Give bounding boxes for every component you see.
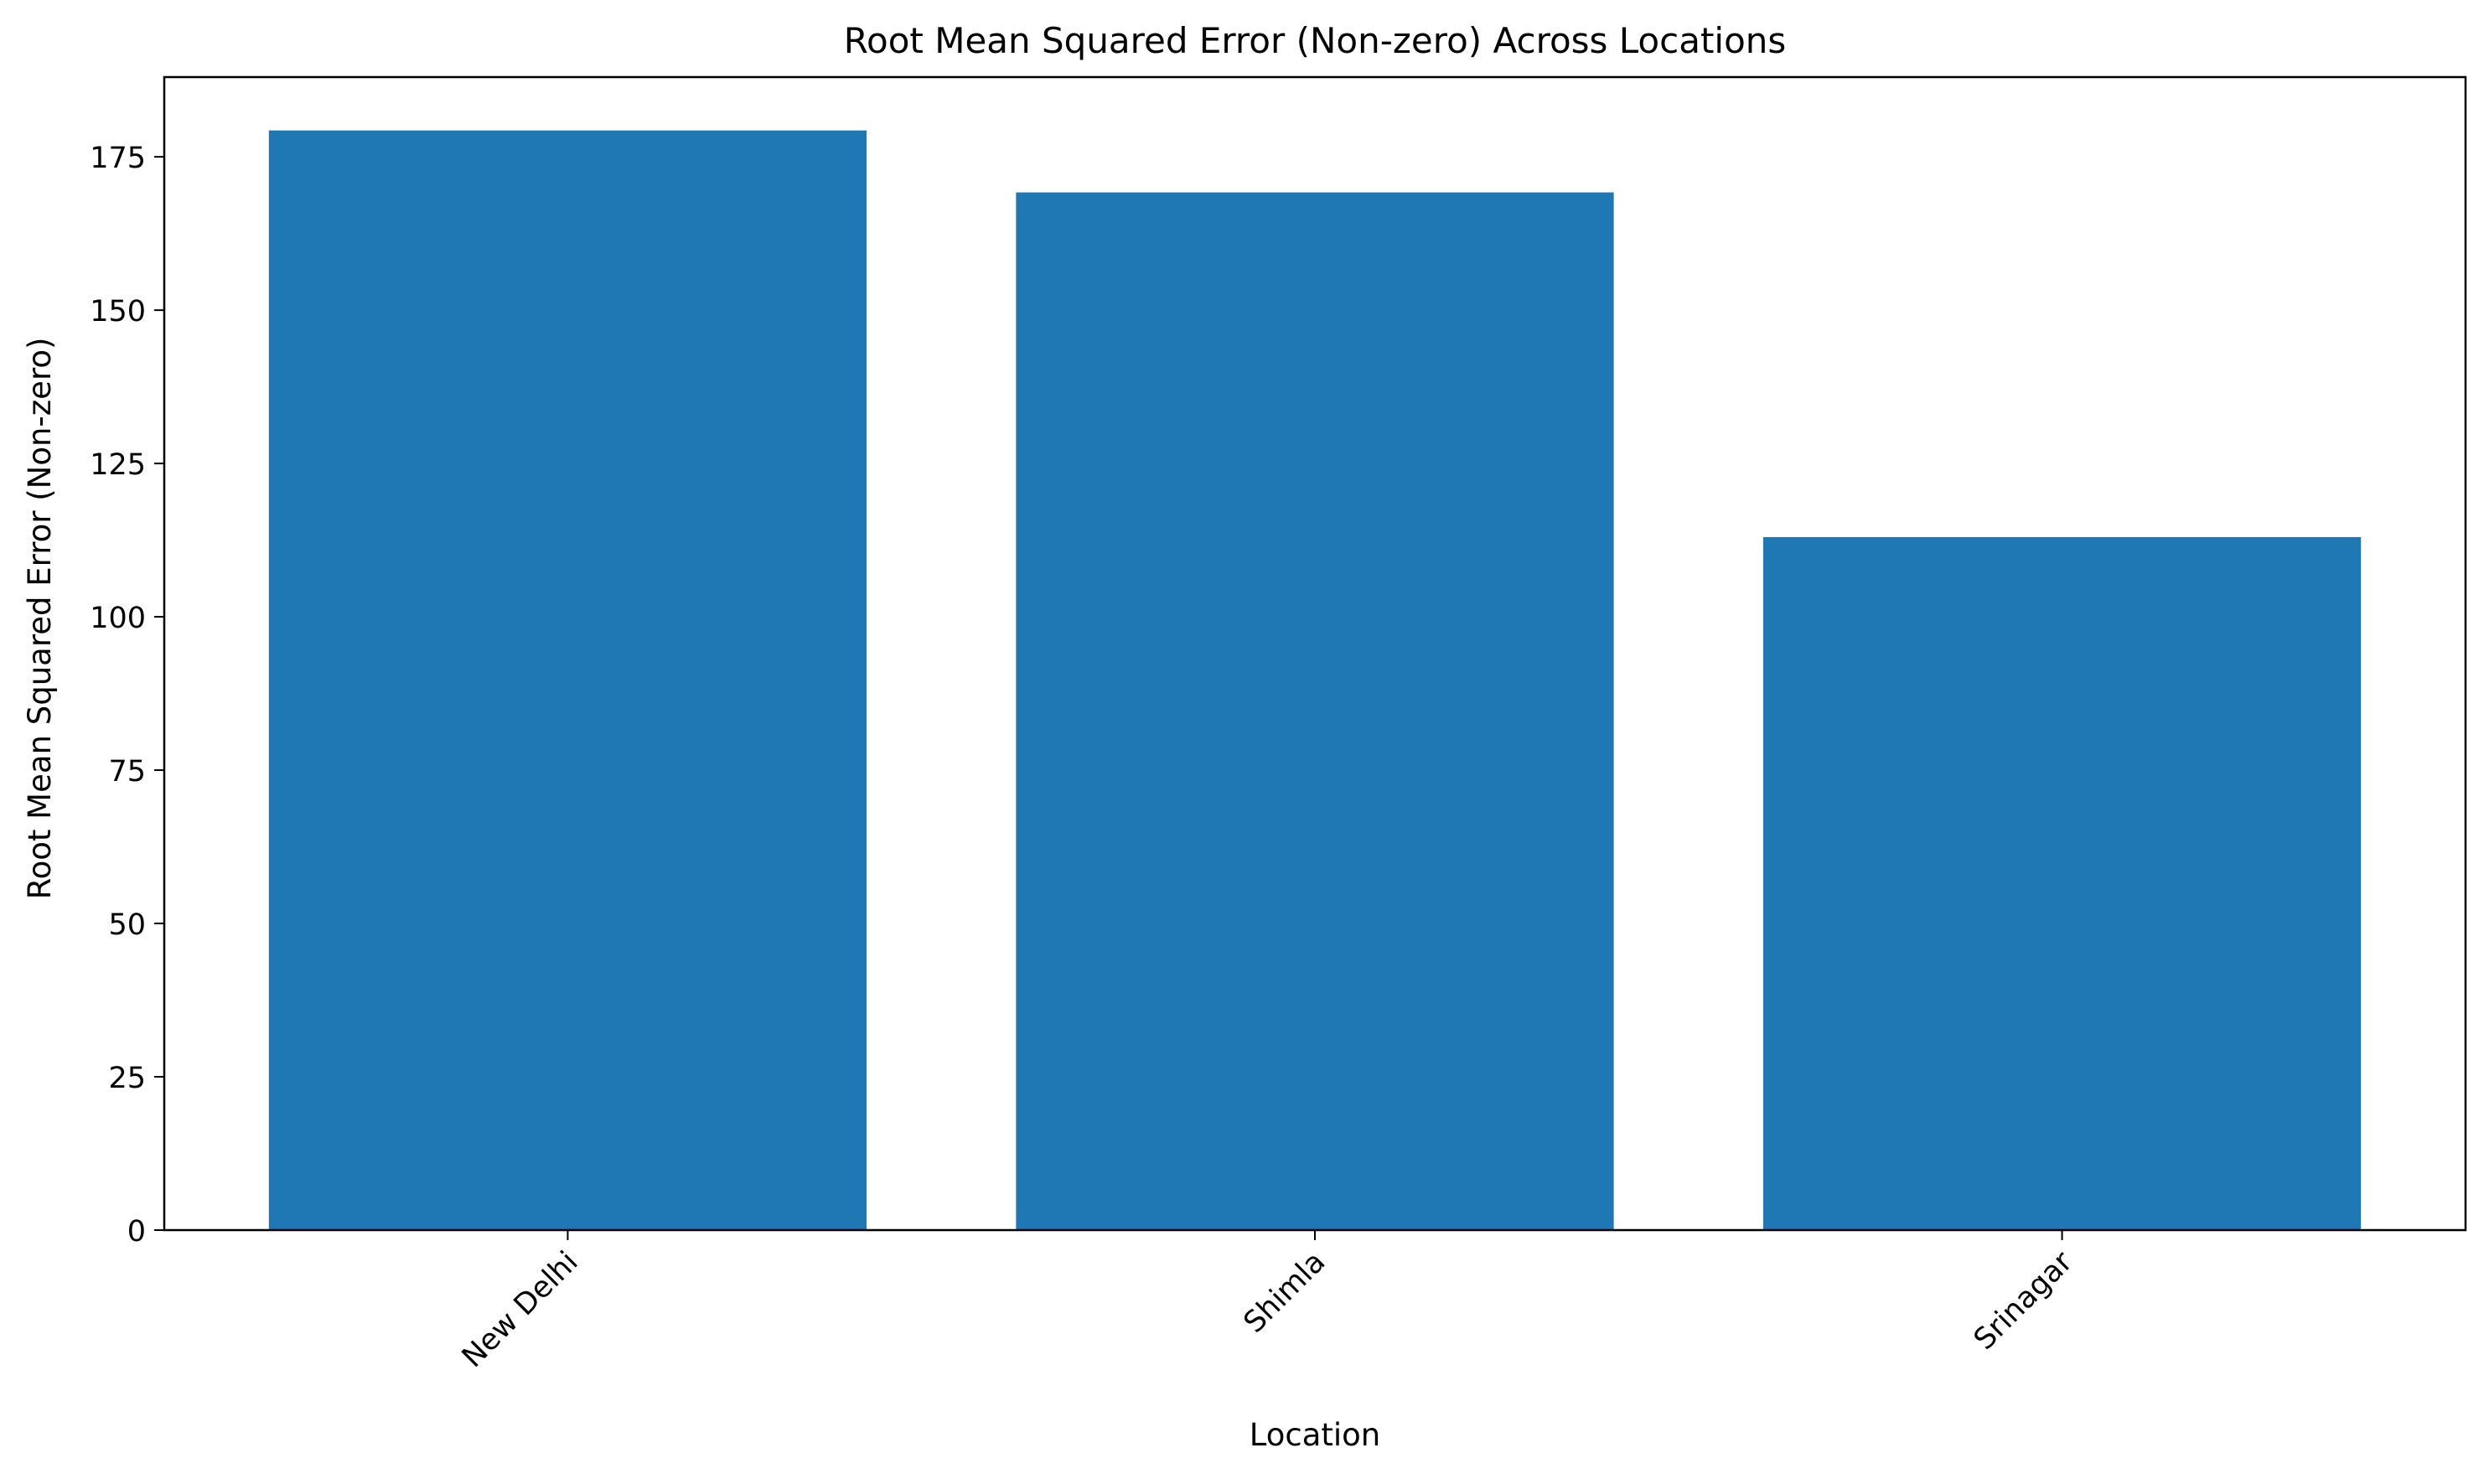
- y-tick-label: 150: [90, 295, 146, 328]
- chart-title: Root Mean Squared Error (Non-zero) Acros…: [844, 20, 1787, 61]
- y-tick-label: 175: [90, 142, 146, 175]
- bars-layer: [268, 130, 2362, 1231]
- x-axis-label: Location: [1250, 1417, 1381, 1453]
- y-tick-label: 100: [90, 602, 146, 635]
- y-tick-label: 0: [127, 1215, 146, 1249]
- bar-srinagar: [1762, 536, 2362, 1230]
- y-tick-label: 125: [90, 448, 146, 482]
- y-axis: 0 25 50 75 100 125 150 175: [90, 142, 164, 1249]
- y-tick-label: 50: [108, 908, 146, 942]
- plot-frame: [163, 75, 2467, 1232]
- bar-shimla: [1016, 192, 1614, 1231]
- y-axis-label: Root Mean Squared Error (Non-zero): [22, 338, 58, 900]
- y-tick-label: 75: [108, 755, 146, 789]
- y-tick-label: 25: [108, 1062, 146, 1095]
- bar-new-delhi: [268, 130, 867, 1230]
